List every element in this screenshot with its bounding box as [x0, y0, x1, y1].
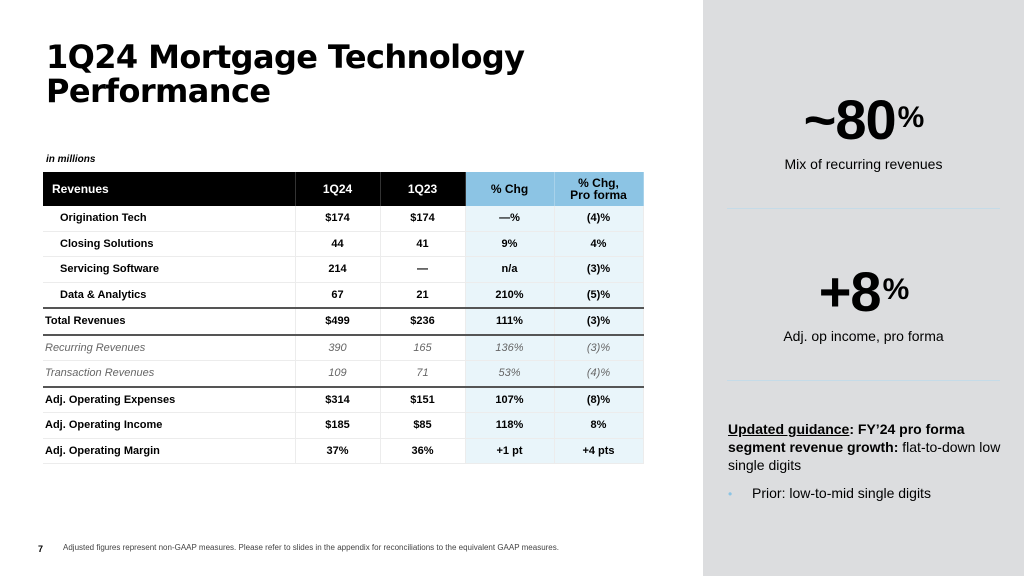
- cell-1q24: $185: [295, 412, 381, 439]
- cell-pct-chg: 210%: [465, 282, 555, 309]
- table-row: Transaction Revenues 109 71 53% (4)%: [43, 360, 644, 387]
- guidance-detail: flat-to-down low single digits: [728, 439, 1001, 473]
- cell-1q23: $85: [380, 412, 466, 439]
- header-1q23: 1Q23: [380, 172, 466, 206]
- cell-pct-chg-pro-forma: 8%: [554, 412, 644, 439]
- page-number: 7: [38, 544, 44, 554]
- row-label: Origination Tech: [43, 206, 296, 232]
- kpi-caption: Mix of recurring revenues: [784, 156, 943, 172]
- cell-1q24: 44: [295, 231, 381, 257]
- guidance-text: Updated guidance: FY’24 pro forma segmen…: [728, 420, 1013, 474]
- cell-pct-chg: 53%: [465, 360, 555, 387]
- guidance-label: Updated guidance: [728, 421, 850, 437]
- cell-pct-chg-pro-forma: (4)%: [554, 206, 644, 232]
- cell-pct-chg: n/a: [465, 256, 555, 283]
- prior-label: Prior: [752, 485, 782, 501]
- divider: [727, 380, 1000, 381]
- cell-pct-chg: —%: [465, 206, 555, 232]
- cell-1q23: 165: [380, 333, 466, 361]
- cell-1q24: 67: [295, 282, 381, 309]
- row-label: Transaction Revenues: [43, 360, 296, 387]
- prior-guidance: • Prior: low-to-mid single digits: [728, 484, 1013, 503]
- cell-1q24: $174: [295, 206, 381, 232]
- cell-pct-chg: 118%: [465, 412, 555, 439]
- prior-detail: low-to-mid single digits: [785, 485, 931, 501]
- prior-colon: :: [781, 485, 786, 501]
- row-label: Recurring Revenues: [43, 333, 296, 361]
- cell-pct-chg-pro-forma: (3)%: [554, 307, 644, 335]
- table-row: Adj. Operating Income $185 $85 118% 8%: [43, 412, 644, 439]
- row-label: Adj. Operating Margin: [43, 438, 296, 464]
- cell-pct-chg-pro-forma: 4%: [554, 231, 644, 257]
- table-row: Adj. Operating Margin 37% 36% +1 pt +4 pts: [43, 438, 644, 464]
- kpi-op-income: +8% Adj. op income, pro forma: [703, 264, 1024, 345]
- cell-1q24: 390: [295, 333, 381, 361]
- row-label: Adj. Operating Expenses: [43, 385, 296, 413]
- units-note: in millions: [46, 154, 96, 165]
- table-row: Servicing Software 214— n/a (3)%: [43, 256, 644, 283]
- table-row: Origination Tech $174 $174 —% (4)%: [43, 206, 644, 232]
- financial-table: Revenues 1Q24 1Q23 % Chg % Chg, Pro forma…: [43, 172, 644, 464]
- table-row: Total Revenues $499 $236 111% (3)%: [43, 307, 644, 335]
- header-1q24: 1Q24: [295, 172, 381, 206]
- cell-pct-chg: +1 pt: [465, 438, 555, 464]
- cell-1q23: $236: [380, 307, 466, 335]
- table-row: Recurring Revenues 390 165 136% (3)%: [43, 333, 644, 361]
- kpi-recurring-mix: ~80% Mix of recurring revenues: [703, 92, 1024, 173]
- cell-pct-chg-pro-forma: +4 pts: [554, 438, 644, 464]
- cell-pct-chg: 107%: [465, 385, 555, 413]
- kpi-value-unit: %: [897, 101, 925, 134]
- kpi-value-number: +8: [818, 260, 882, 323]
- cell-pct-chg-pro-forma: (5)%: [554, 282, 644, 309]
- cell-pct-chg: 9%: [465, 231, 555, 257]
- row-label: Closing Solutions: [43, 231, 296, 257]
- guidance-bold-text: FY’24 pro forma segment revenue growth:: [728, 421, 965, 455]
- header-pct-chg-pro-forma: % Chg, Pro forma: [554, 172, 644, 206]
- cell-1q23: 21: [380, 282, 466, 309]
- table-header-row: Revenues 1Q24 1Q23 % Chg % Chg, Pro forma: [43, 172, 644, 206]
- cell-1q23: 36%: [380, 438, 466, 464]
- kpi-panel: ~80% Mix of recurring revenues +8% Adj. …: [703, 0, 1024, 576]
- cell-1q23: 41: [380, 231, 466, 257]
- kpi-value: +8%: [703, 264, 1024, 320]
- kpi-value-number: ~80: [803, 88, 897, 151]
- header-pct-chg-pro-forma-line1: % Chg,: [578, 176, 619, 190]
- page-title: 1Q24 Mortgage Technology Performance: [46, 38, 525, 110]
- row-label: Servicing Software: [43, 256, 296, 283]
- cell-pct-chg-pro-forma: (3)%: [554, 333, 644, 361]
- table-row: Closing Solutions 44 41 9% 4%: [43, 231, 644, 257]
- cell-1q24: 214: [295, 256, 381, 283]
- cell-pct-chg-pro-forma: (3)%: [554, 256, 644, 283]
- row-label: Total Revenues: [43, 307, 296, 335]
- guidance-colon: :: [849, 421, 858, 437]
- cell-1q23: $174: [380, 206, 466, 232]
- cell-pct-chg: 111%: [465, 307, 555, 335]
- cell-1q23: —: [380, 256, 466, 283]
- kpi-caption: Adj. op income, pro forma: [783, 328, 944, 344]
- cell-pct-chg-pro-forma: (8)%: [554, 385, 644, 413]
- cell-pct-chg: 136%: [465, 333, 555, 361]
- cell-1q23: 71: [380, 360, 466, 387]
- kpi-value-unit: %: [882, 273, 910, 306]
- cell-1q24: $314: [295, 385, 381, 413]
- row-label: Adj. Operating Income: [43, 412, 296, 439]
- table-row: Data & Analytics 67 21 210% (5)%: [43, 282, 644, 309]
- divider: [727, 208, 1000, 209]
- kpi-value: ~80%: [703, 92, 1024, 148]
- header-revenues: Revenues: [43, 172, 296, 206]
- cell-1q24: 109: [295, 360, 381, 387]
- cell-1q24: 37%: [295, 438, 381, 464]
- footnote: Adjusted figures represent non-GAAP meas…: [63, 543, 559, 552]
- header-pct-chg: % Chg: [465, 172, 555, 206]
- cell-1q24: $499: [295, 307, 381, 335]
- table-row: Adj. Operating Expenses $314 $151 107% (8)%: [43, 385, 644, 413]
- bullet-icon: •: [728, 487, 733, 501]
- cell-1q23: $151: [380, 385, 466, 413]
- cell-pct-chg-pro-forma: (4)%: [554, 360, 644, 387]
- row-label: Data & Analytics: [43, 282, 296, 309]
- header-pct-chg-pro-forma-line2: Pro forma: [570, 188, 627, 202]
